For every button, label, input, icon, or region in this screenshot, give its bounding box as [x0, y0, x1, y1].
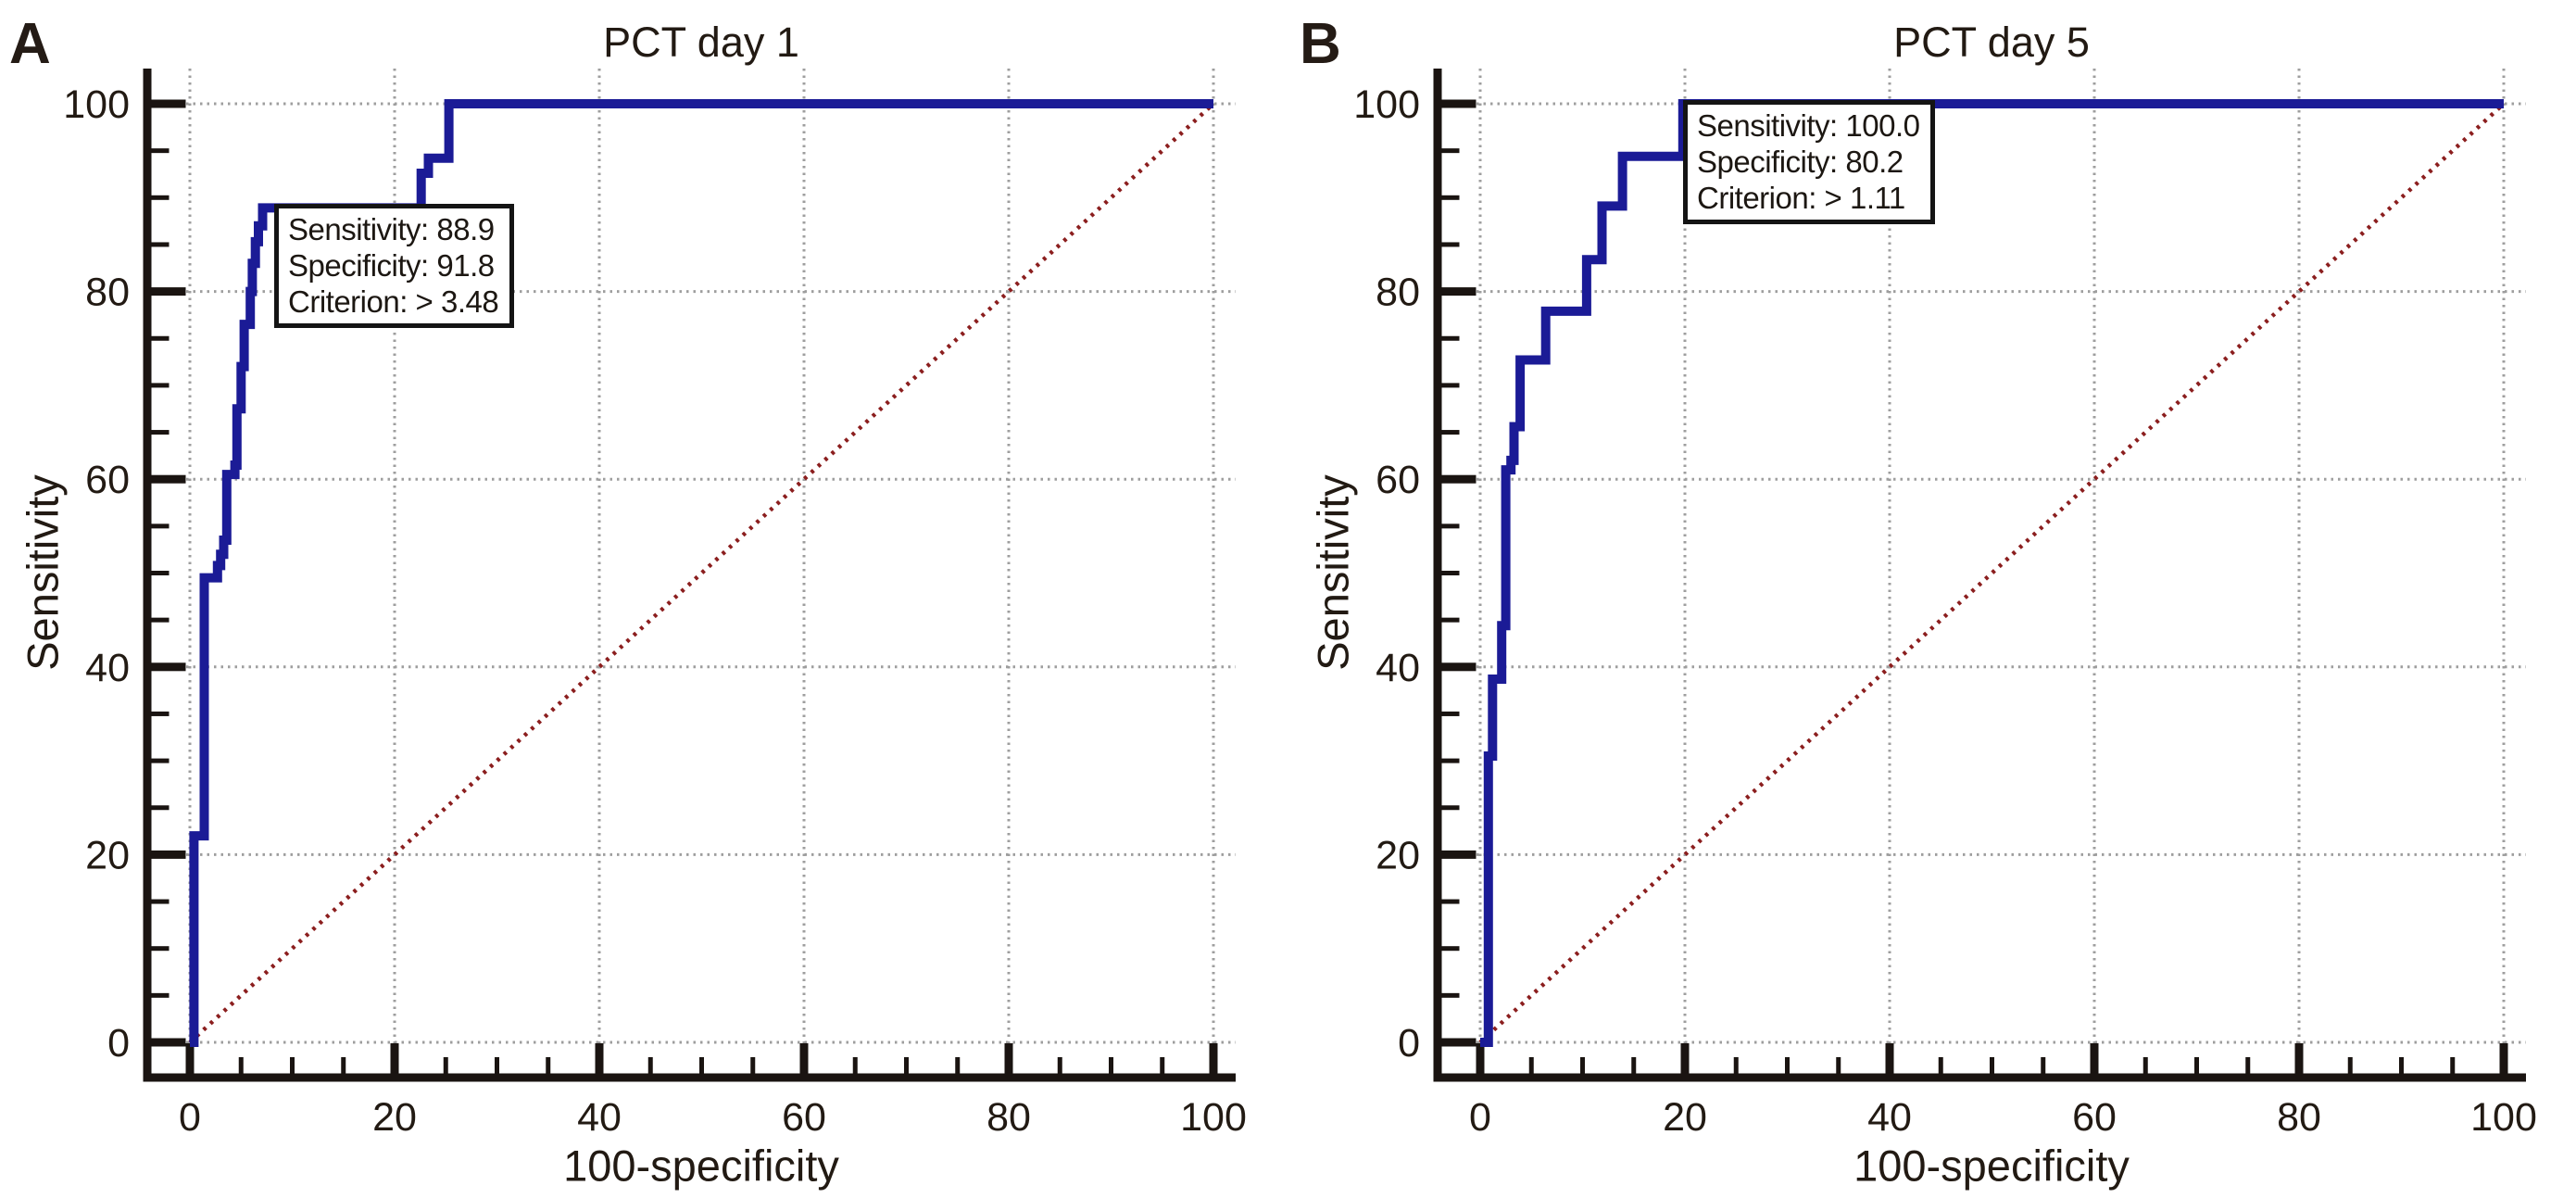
x-tick-label: 100	[2470, 1095, 2537, 1140]
x-tick-label: 80	[2277, 1095, 2321, 1140]
chart-title-a: PCT day 1	[603, 19, 799, 66]
panel-a: A PCT day 1 Sensitivity 100-specificity …	[9, 12, 1247, 1191]
annotation-sensitivity-b: Sensitivity: 100.0	[1697, 108, 1920, 143]
panel-letter-b: B	[1300, 12, 1342, 76]
y-tick-label: 80	[85, 271, 130, 315]
x-tick-label: 80	[986, 1095, 1031, 1140]
y-tick-label: 60	[1376, 458, 1420, 502]
annotation-criterion-b: Criterion: > 1.11	[1697, 181, 1905, 215]
x-tick-label: 0	[1469, 1095, 1491, 1140]
x-tick-label: 0	[179, 1095, 201, 1140]
y-tick-label: 20	[1376, 833, 1420, 877]
y-tick-label: 0	[107, 1021, 130, 1066]
x-tick-label: 20	[1663, 1095, 1707, 1140]
roc-curve	[1480, 99, 2504, 1047]
y-tick-label: 40	[1376, 646, 1420, 690]
annotation-box-a: Sensitivity: 88.9 Specificity: 91.8 Crit…	[274, 204, 515, 328]
y-tick-label: 20	[85, 833, 130, 877]
y-tick-label: 100	[63, 82, 130, 127]
chart-title-b: PCT day 5	[1893, 19, 2090, 66]
x-axis-title-a: 100-specificity	[563, 1141, 839, 1191]
y-tick-label: 60	[85, 458, 130, 502]
panel-letter-a: A	[9, 12, 52, 76]
annotation-box-b: Sensitivity: 100.0 Specificity: 80.2 Cri…	[1683, 100, 1936, 224]
annotation-specificity-b: Specificity: 80.2	[1697, 145, 1904, 179]
x-tick-label: 60	[2072, 1095, 2117, 1140]
annotation-criterion-a: Criterion: > 3.48	[288, 284, 499, 319]
annotation-specificity-a: Specificity: 91.8	[288, 248, 495, 283]
x-tick-label: 20	[372, 1095, 417, 1140]
y-tick-label: 40	[85, 646, 130, 690]
diagonal-reference-line	[1478, 102, 2506, 1044]
x-tick-label: 40	[1867, 1095, 1912, 1140]
x-tick-label: 60	[782, 1095, 826, 1140]
x-tick-label: 100	[1180, 1095, 1247, 1140]
y-tick-label: 0	[1398, 1021, 1420, 1066]
x-axis-title-b: 100-specificity	[1853, 1141, 2130, 1191]
panel-b: B PCT day 5 Sensitivity 100-specificity …	[1290, 0, 2576, 1198]
y-tick-label: 100	[1353, 82, 1420, 127]
x-tick-label: 40	[577, 1095, 622, 1140]
y-tick-label: 80	[1376, 271, 1420, 315]
annotation-sensitivity-a: Sensitivity: 88.9	[288, 212, 495, 246]
roc-plot-b: 0 20 40 60 80 100 0 20 40 60 80 100	[1353, 69, 2537, 1140]
roc-plot-a: 0 20 40 60 80 100 0 20 40 60 80 100	[63, 69, 1247, 1140]
